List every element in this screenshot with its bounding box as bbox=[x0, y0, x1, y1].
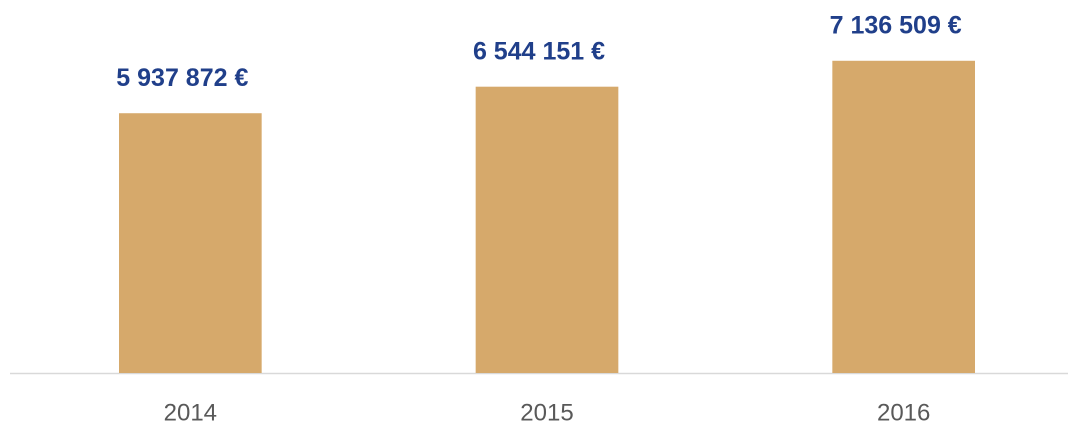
x-tick-label: 2014 bbox=[164, 399, 217, 426]
bar bbox=[832, 60, 975, 373]
data-label: 6 544 151 € bbox=[473, 37, 605, 65]
bar bbox=[119, 113, 262, 373]
data-label: 5 937 872 € bbox=[116, 64, 248, 92]
data-label: 7 136 509 € bbox=[830, 11, 962, 39]
x-tick-label: 2016 bbox=[877, 399, 930, 426]
bar bbox=[475, 86, 619, 373]
x-tick-label: 2015 bbox=[520, 399, 573, 426]
